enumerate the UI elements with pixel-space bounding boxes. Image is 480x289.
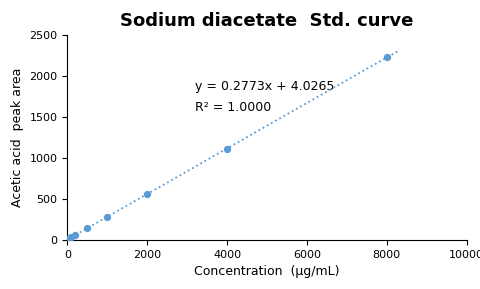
Text: y = 0.2773x + 4.0265
R² = 1.0000: y = 0.2773x + 4.0265 R² = 1.0000 [195, 80, 334, 114]
Point [143, 192, 151, 196]
Point [72, 233, 79, 237]
Point [67, 235, 75, 240]
Point [64, 237, 72, 241]
X-axis label: Concentration  (μg/mL): Concentration (μg/mL) [194, 265, 339, 278]
Point [103, 214, 111, 219]
Title: Sodium diacetate  Std. curve: Sodium diacetate Std. curve [120, 12, 413, 30]
Y-axis label: Acetic acid  peak area: Acetic acid peak area [11, 68, 24, 207]
Point [84, 226, 91, 230]
Point [382, 55, 390, 60]
Point [65, 236, 73, 241]
Point [223, 146, 230, 151]
